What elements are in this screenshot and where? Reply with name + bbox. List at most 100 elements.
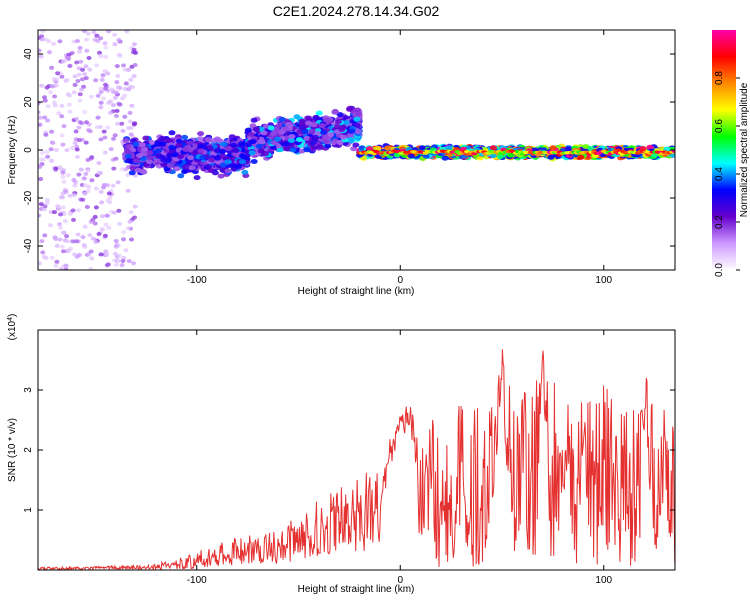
spectrogram-cell (471, 152, 478, 156)
spectrogram-cell (106, 191, 112, 196)
spectrogram-cell (127, 110, 133, 115)
snr-x-ticks: -100 0 100 (187, 330, 613, 586)
spectrogram-cell (60, 170, 66, 175)
spectrogram-cell (347, 138, 355, 144)
spectrogram-cell (98, 90, 104, 95)
spectrogram-cell (321, 133, 329, 139)
spectrogram-cell (181, 164, 189, 170)
spectrogram-cell (346, 133, 354, 139)
spectrogram-panel: -100 0 100 -40 -20 0 20 40 Height of straight … (7, 29, 676, 297)
spectrogram-cell (124, 30, 130, 34)
spectrogram-cell (146, 150, 154, 156)
spectrogram-cell (51, 41, 57, 46)
spectrogram-cell (61, 212, 67, 217)
spectrogram-cell (48, 90, 53, 95)
x-tick-label: 0 (397, 575, 403, 586)
spectrogram-cell (80, 197, 86, 202)
spectrogram-cell (355, 111, 363, 117)
spectrogram-cell (76, 172, 82, 177)
spectrogram-cell (206, 145, 214, 151)
spectrogram-cell (354, 129, 362, 135)
spectrogram-cell (97, 50, 102, 55)
spectrogram-cell (182, 147, 190, 152)
spectrogram-cell (129, 103, 135, 108)
spectrogram-cell (113, 114, 119, 118)
spectrogram-cell (267, 125, 275, 131)
spectrogram-cell (106, 225, 112, 230)
spectrogram-cell (61, 249, 66, 254)
spectrogram-cell (38, 54, 44, 59)
spectrogram-cell (42, 204, 48, 209)
spectrogram-cell (663, 146, 671, 152)
spectrogram-cell (160, 157, 168, 163)
colorbar-scale (712, 30, 736, 270)
spectrogram-cell (177, 173, 185, 179)
y-tick-label: 2 (23, 447, 34, 453)
spectrogram-cell (131, 74, 137, 79)
spectrogram-cell (239, 153, 247, 159)
spectrogram-cell (52, 94, 58, 99)
spectrogram-cell (72, 252, 78, 257)
spectrogram-cell (88, 249, 94, 254)
spectrogram-cell (99, 214, 105, 219)
x-tick-label: -100 (187, 575, 207, 586)
spectrogram-cell (316, 144, 324, 150)
spectrogram-cell (57, 237, 63, 242)
spectrogram-cell (67, 211, 73, 216)
snr-series-line (38, 349, 675, 570)
spectrogram-cell (189, 165, 196, 171)
spectrogram-cell (82, 191, 88, 196)
spectrogram-cell (92, 221, 98, 226)
spectrogram-cell (74, 60, 80, 65)
spectrogram-cell (59, 133, 65, 138)
spectrogram-cell (74, 116, 79, 121)
spectrogram-cell (44, 85, 50, 90)
spectrogram-cell (38, 115, 43, 120)
spectrogram-cell (72, 82, 78, 87)
spectrogram-cell (80, 235, 86, 240)
spectrogram-cell (66, 248, 72, 253)
spectrogram-cell (98, 189, 104, 194)
spectrogram-cell (64, 239, 70, 244)
spectrogram-cell (98, 86, 104, 91)
spectrogram-cell (407, 153, 415, 159)
spectrogram-cell (241, 169, 249, 175)
spectrogram-cell (115, 180, 121, 185)
spectrogram-cell (65, 55, 71, 60)
spectrogram-cell (93, 205, 99, 210)
spectrogram-cell (108, 147, 114, 152)
spectrogram-cell (99, 77, 105, 82)
spectrogram-cell (88, 266, 94, 270)
spectrogram-cell (120, 128, 126, 133)
spectrogram-cell (384, 145, 392, 151)
spectrogram-cell (86, 56, 92, 60)
spectrogram-cell (127, 119, 133, 124)
spectrogram-cell (489, 153, 497, 159)
spectrogram-cell (38, 261, 43, 266)
spectrogram-cell (193, 175, 201, 181)
snr-multiplier-base: (x10 (7, 320, 18, 340)
spectrogram-cell (354, 107, 362, 113)
colorbar: 0.0 0.2 0.4 0.6 0.8 Normalized spectral ampl… (712, 30, 750, 277)
spectrogram-cell (84, 205, 90, 209)
colorbar-tick-label: 0.0 (714, 263, 725, 277)
spectrogram-cell (102, 135, 108, 140)
spectrogram-cell (102, 41, 108, 46)
spectrogram-cell (366, 146, 373, 152)
spectrogram-cell (71, 192, 77, 197)
spectrogram-y-axis-label: Frequency (Hz) (7, 116, 18, 185)
spectrogram-cell (40, 250, 46, 255)
spectrogram-cell (52, 210, 57, 215)
spectrogram-cell (102, 233, 108, 238)
spectrogram-cell (138, 142, 146, 148)
spectrogram-cell (115, 74, 121, 78)
spectrogram-cell (98, 252, 104, 257)
spectrogram-cell (166, 138, 174, 144)
spectrogram-cell (88, 94, 94, 99)
spectrogram-cell (121, 256, 127, 260)
spectrogram-cell (64, 148, 70, 153)
spectrogram-cell (60, 174, 66, 179)
spectrogram-cell (128, 210, 134, 215)
spectrogram-cell (58, 195, 64, 200)
spectrogram-cell (90, 217, 96, 222)
